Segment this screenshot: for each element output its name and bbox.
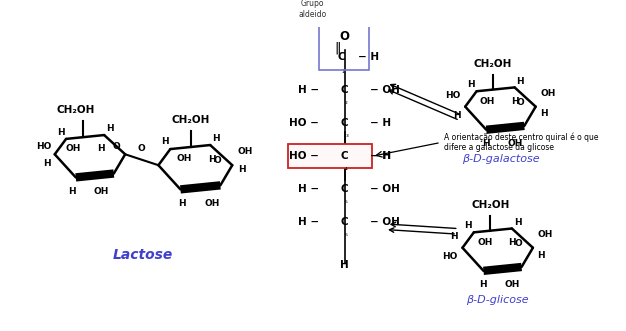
Text: H: H — [480, 280, 487, 289]
Text: CH₂OH: CH₂OH — [474, 59, 512, 69]
Text: OH: OH — [480, 97, 495, 106]
Text: H: H — [482, 139, 490, 148]
Text: − OH: − OH — [371, 217, 400, 227]
Text: HO: HO — [445, 91, 461, 100]
Text: − H: − H — [357, 52, 379, 62]
Text: H −: H − — [298, 85, 319, 95]
Text: O: O — [213, 156, 221, 165]
Text: Lactose: Lactose — [113, 248, 173, 262]
Text: OH: OH — [93, 187, 109, 196]
Text: ₄: ₄ — [345, 166, 348, 171]
Text: H: H — [464, 220, 472, 230]
Text: H: H — [208, 155, 215, 165]
Text: C: C — [341, 85, 349, 95]
Text: H: H — [538, 251, 545, 260]
Text: − OH: − OH — [371, 184, 400, 194]
Text: H: H — [540, 110, 548, 118]
Text: OH: OH — [238, 147, 253, 156]
Text: ₁: ₁ — [341, 67, 344, 75]
Text: H: H — [178, 199, 185, 208]
Text: ₃: ₃ — [345, 132, 348, 138]
Text: ‖: ‖ — [334, 42, 341, 55]
Text: O: O — [340, 29, 350, 43]
Text: − H: − H — [371, 151, 391, 161]
Text: OH: OH — [477, 238, 493, 247]
Text: CH₂OH: CH₂OH — [471, 200, 510, 210]
Text: HO: HO — [443, 253, 458, 261]
Text: β-D-glicose: β-D-glicose — [466, 295, 529, 305]
Text: HO −: HO − — [289, 151, 319, 161]
Text: − H: − H — [371, 118, 391, 128]
Text: O: O — [112, 142, 120, 152]
Text: OH: OH — [538, 230, 553, 239]
Text: H: H — [68, 187, 76, 196]
Text: ₅: ₅ — [345, 198, 348, 204]
Text: OH: OH — [508, 139, 523, 148]
Text: A orientação deste centro quiral é o que
difere a galactose da glicose: A orientação deste centro quiral é o que… — [444, 132, 598, 152]
Text: H: H — [514, 218, 521, 227]
Text: ₆: ₆ — [345, 231, 348, 237]
Bar — [288, 144, 372, 168]
Text: OH: OH — [66, 144, 81, 153]
Text: H: H — [161, 137, 168, 146]
Text: CH₂OH: CH₂OH — [172, 115, 210, 125]
Text: HO: HO — [36, 142, 51, 152]
Text: C: C — [341, 184, 349, 194]
Text: OH: OH — [177, 154, 192, 163]
Text: H: H — [56, 128, 64, 137]
Text: C: C — [341, 151, 349, 161]
Text: H −: H − — [298, 184, 319, 194]
Text: H: H — [97, 144, 105, 153]
Text: β-D-galactose: β-D-galactose — [461, 154, 539, 164]
Text: O: O — [514, 239, 522, 248]
Bar — [319, 26, 369, 70]
Text: OH: OH — [204, 199, 220, 208]
Text: C: C — [341, 151, 349, 161]
Text: − H: − H — [371, 151, 391, 161]
Text: H: H — [467, 79, 475, 88]
Text: H: H — [516, 76, 524, 86]
Text: H: H — [238, 165, 245, 174]
Text: H: H — [453, 111, 461, 120]
Text: H: H — [341, 260, 349, 270]
Text: Grupo
aldeido: Grupo aldeido — [299, 0, 327, 19]
Text: H: H — [43, 159, 51, 168]
Text: O: O — [138, 144, 146, 153]
Text: C: C — [341, 118, 349, 128]
Text: ₂: ₂ — [345, 99, 348, 105]
Text: HO −: HO − — [289, 118, 319, 128]
Text: C: C — [341, 217, 349, 227]
Text: H: H — [212, 134, 220, 143]
Text: ₄: ₄ — [345, 166, 348, 171]
Text: − OH: − OH — [371, 85, 400, 95]
Text: H: H — [106, 124, 113, 133]
Text: OH: OH — [505, 280, 520, 289]
Text: OH: OH — [540, 89, 556, 98]
Text: O: O — [517, 98, 525, 107]
Text: H: H — [508, 238, 516, 247]
Text: H −: H − — [298, 217, 319, 227]
Text: C: C — [337, 52, 345, 62]
Text: HO −: HO − — [289, 151, 319, 161]
Text: CH₂OH: CH₂OH — [56, 105, 95, 115]
Text: H: H — [511, 97, 519, 106]
Text: H: H — [450, 232, 458, 241]
